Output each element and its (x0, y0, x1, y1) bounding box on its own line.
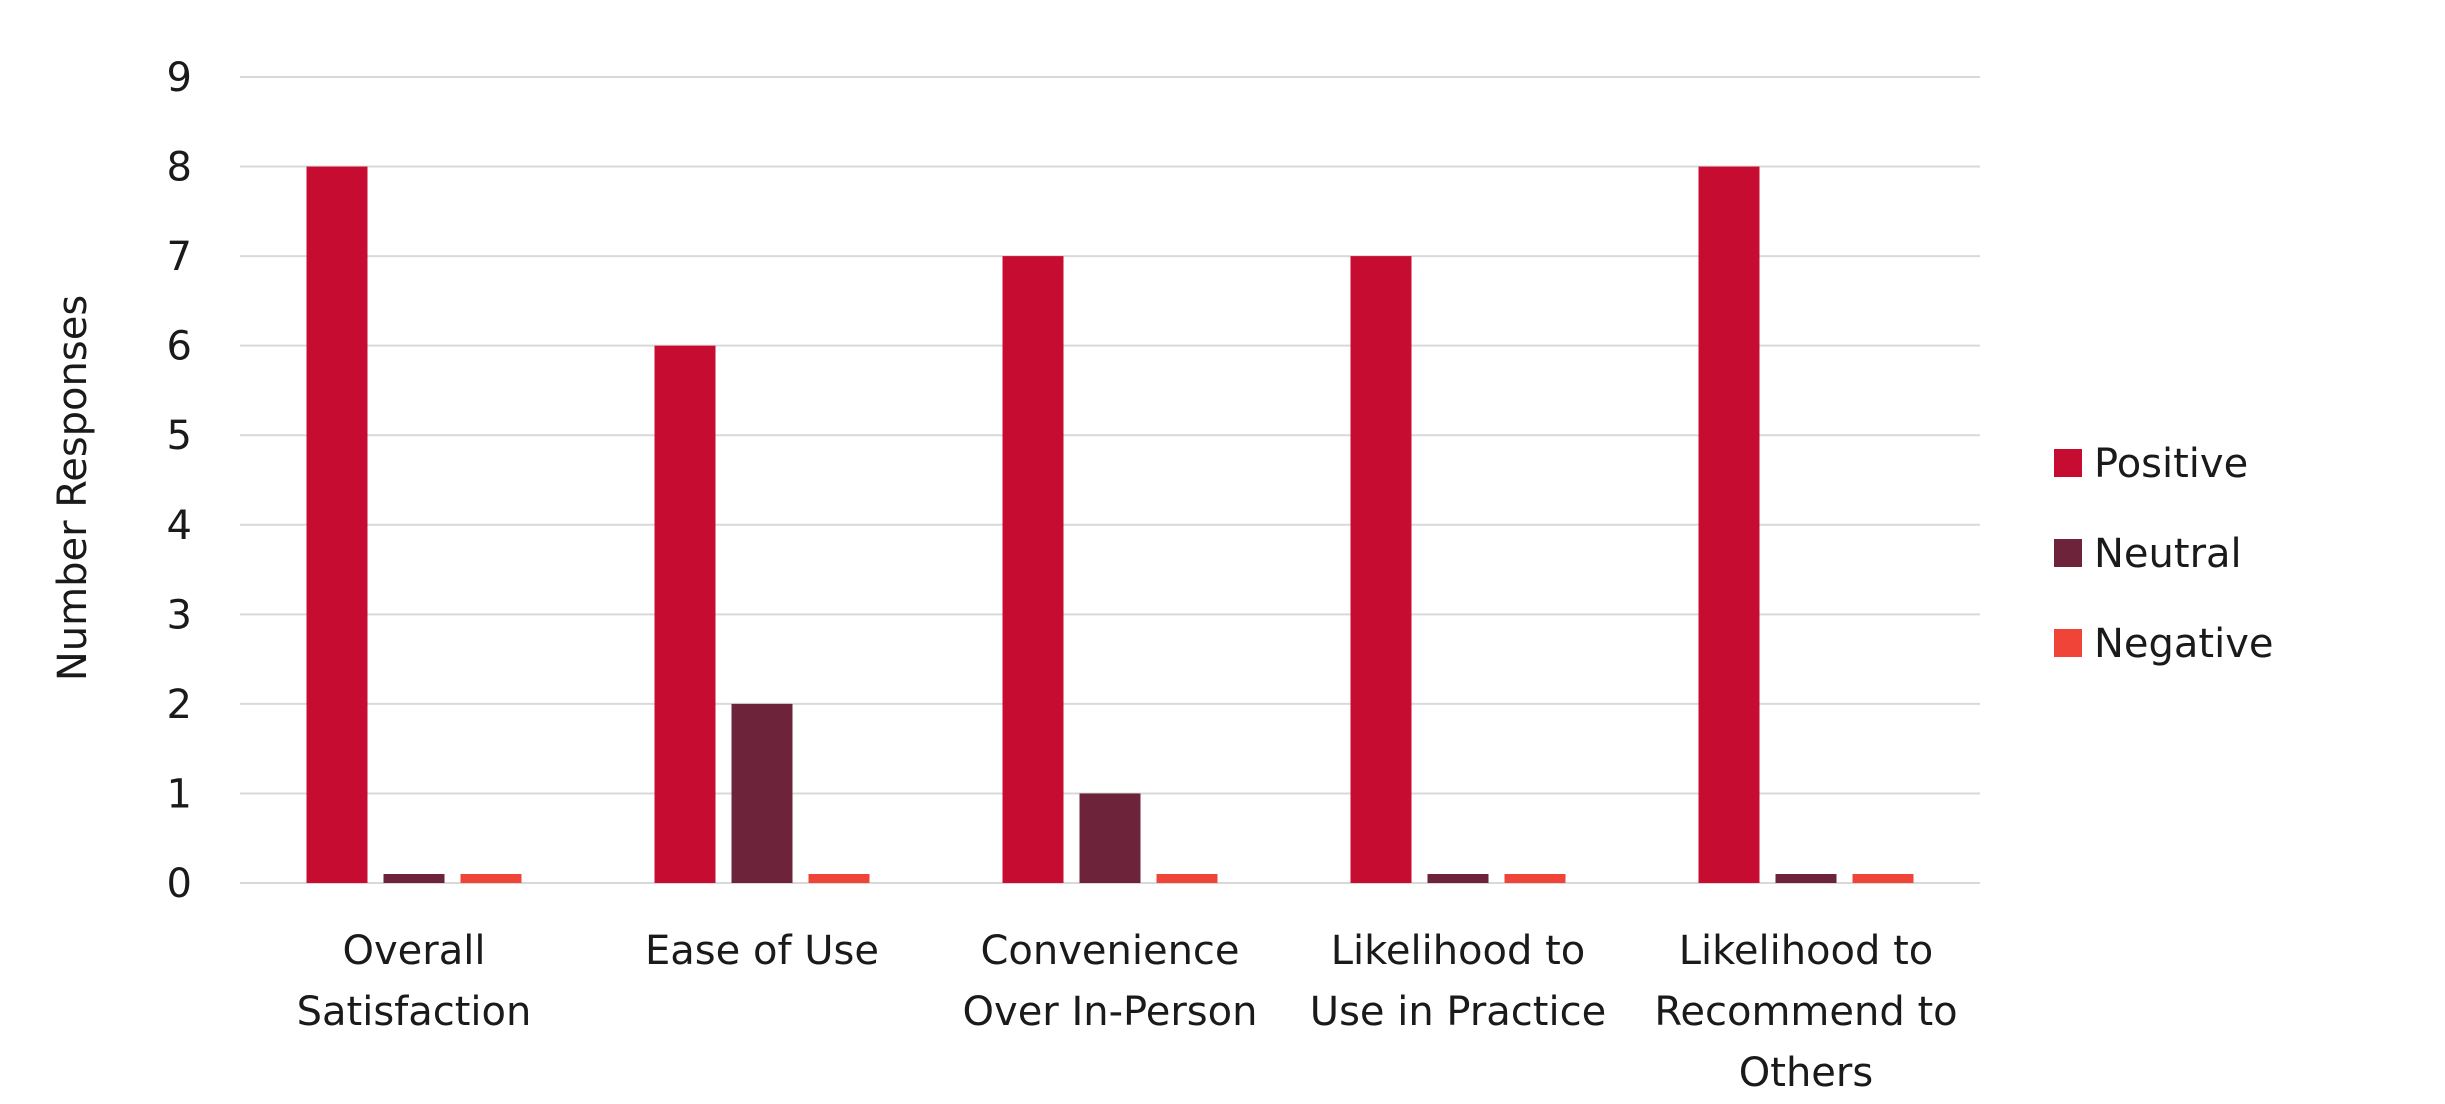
x-category-label-line: Satisfaction (297, 989, 532, 1035)
y-tick-label: 0 (167, 861, 192, 907)
y-tick-label: 2 (167, 682, 192, 728)
bar-neutral (1775, 874, 1837, 883)
bar-negative (1852, 874, 1914, 883)
legend-item-neutral: Neutral (2054, 531, 2242, 577)
bar-positive (1698, 166, 1760, 884)
y-tick-label: 9 (167, 55, 192, 101)
x-category-label: Likelihood to Use in Practice (1310, 928, 1606, 1035)
x-category-label-line: Overall (343, 928, 486, 974)
bar-neutral (383, 874, 445, 883)
x-category-label-line: Convenience (980, 928, 1239, 974)
bar-positive (1350, 256, 1412, 884)
x-axis-category-labels: Overall Satisfaction Ease of Use Convenienc… (297, 928, 1958, 1096)
bar-positive (654, 345, 716, 884)
legend-label: Negative (2094, 621, 2274, 667)
x-category-label: Ease of Use (645, 928, 879, 974)
bar-neutral (731, 703, 793, 883)
gridlines (240, 76, 1980, 884)
bar-neutral (1079, 793, 1141, 883)
y-tick-label: 1 (167, 771, 192, 817)
legend-swatch (2054, 539, 2082, 567)
x-category-label-line: Likelihood to (1331, 928, 1586, 974)
x-category-label-line: Use in Practice (1310, 989, 1606, 1035)
y-tick-label: 4 (167, 503, 192, 549)
bar-negative (1156, 874, 1218, 883)
bar-positive (1002, 256, 1064, 884)
y-tick-label: 5 (167, 413, 192, 459)
legend-swatch (2054, 629, 2082, 657)
y-axis-tick-labels: 0 1 2 3 4 5 6 7 8 9 (167, 55, 192, 907)
bar-neutral (1427, 874, 1489, 883)
x-category-label: Overall Satisfaction (297, 928, 532, 1035)
legend-label: Positive (2094, 441, 2248, 487)
x-category-label-line: Over In-Person (963, 989, 1258, 1035)
legend-swatch (2054, 449, 2082, 477)
legend-item-negative: Negative (2054, 621, 2274, 667)
y-tick-label: 3 (167, 592, 192, 638)
legend-item-positive: Positive (2054, 441, 2248, 487)
legend: Positive Neutral Negative (2054, 441, 2274, 667)
x-category-label-line: Ease of Use (645, 928, 879, 974)
bar-negative (1504, 874, 1566, 883)
bar-positive (306, 166, 368, 884)
x-category-label: Convenience Over In-Person (963, 928, 1258, 1035)
bar-negative (808, 874, 870, 883)
x-category-label-line: Likelihood to (1679, 928, 1934, 974)
x-category-label-line: Others (1739, 1050, 1873, 1096)
y-axis-title: Number Responses (50, 295, 96, 681)
bars (306, 166, 1914, 884)
x-category-label-line: Recommend to (1654, 989, 1957, 1035)
y-tick-label: 7 (167, 234, 192, 280)
bar-negative (460, 874, 522, 883)
x-category-label: Likelihood to Recommend to Others (1654, 928, 1957, 1096)
legend-label: Neutral (2094, 531, 2242, 577)
y-tick-label: 6 (167, 324, 192, 370)
y-tick-label: 8 (167, 145, 192, 191)
